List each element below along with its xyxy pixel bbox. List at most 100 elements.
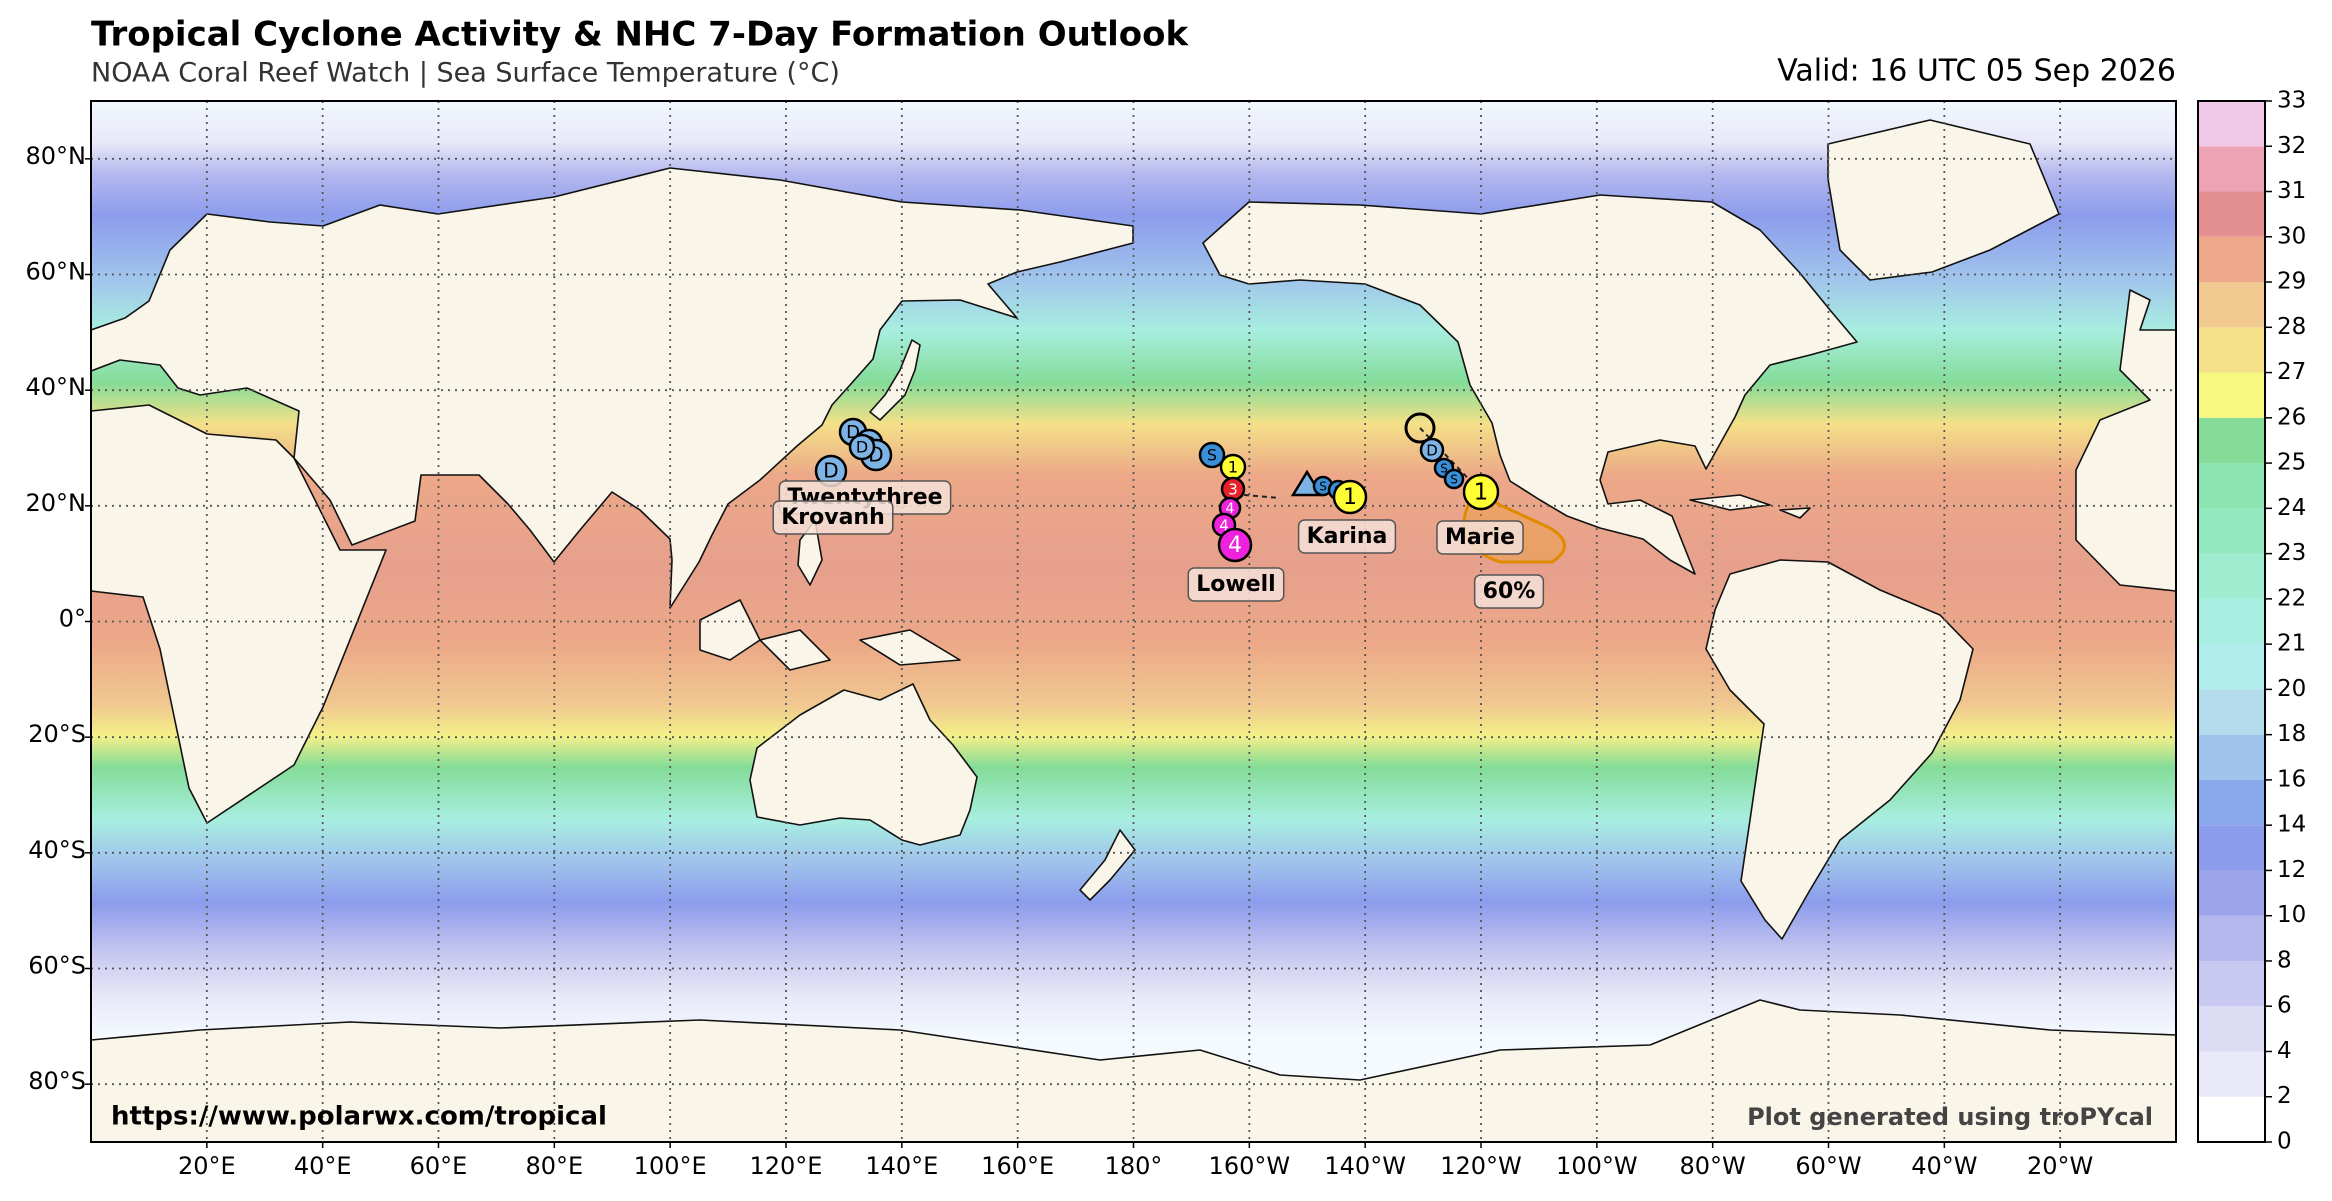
colorbar-label: 25 bbox=[2277, 450, 2306, 476]
storm-marker-label: D bbox=[823, 459, 838, 483]
storm-name: Krovanh bbox=[781, 505, 885, 530]
australia bbox=[749, 683, 978, 846]
storm-name-box bbox=[1436, 520, 1524, 555]
storm-marker-label: 4 bbox=[1219, 517, 1229, 535]
lon-label: 80°W bbox=[1680, 1152, 1746, 1180]
colorbar-bin bbox=[2198, 734, 2265, 780]
lon-label: 100°W bbox=[1556, 1152, 1638, 1180]
storm-marker-label: 1 bbox=[1474, 480, 1489, 506]
colorbar-bin bbox=[2198, 825, 2265, 871]
storm-marker-label: D bbox=[856, 438, 868, 457]
storm-marker bbox=[1419, 437, 1445, 463]
storm-open-circle bbox=[1404, 412, 1436, 444]
colorbar-bin bbox=[2198, 915, 2265, 961]
storm-name-box bbox=[1187, 567, 1285, 602]
lon-label: 60°W bbox=[1795, 1152, 1861, 1180]
philippines-indonesia bbox=[699, 519, 961, 671]
storm-name-box bbox=[1297, 519, 1397, 554]
storm-marker-label: S bbox=[1440, 462, 1448, 476]
colorbar-bin bbox=[2198, 779, 2265, 826]
lon-label: 60°E bbox=[410, 1152, 468, 1180]
colorbar-label: 32 bbox=[2277, 133, 2306, 159]
colorbar-bin bbox=[2198, 372, 2265, 418]
valid-time: Valid: 16 UTC 05 Sep 2026 bbox=[1777, 54, 2176, 89]
colorbar-bin bbox=[2198, 101, 2265, 147]
lat-label: 40°N bbox=[26, 373, 87, 401]
colorbar-label: 29 bbox=[2277, 269, 2306, 295]
lat-label: 80°N bbox=[26, 142, 87, 170]
colorbar-label: 12 bbox=[2277, 857, 2306, 883]
colorbar-label: 10 bbox=[2277, 902, 2306, 928]
south-america bbox=[1705, 559, 1974, 940]
lat-label: 80°S bbox=[28, 1067, 86, 1095]
storm-marker bbox=[848, 433, 876, 461]
graticule bbox=[91, 101, 2176, 1142]
colorbar-label: 22 bbox=[2277, 585, 2306, 611]
colorbar-label: 24 bbox=[2277, 495, 2306, 521]
storm-marker-label: S bbox=[1450, 473, 1458, 487]
lon-label: 180° bbox=[1105, 1152, 1163, 1180]
lat-label: 20°N bbox=[26, 489, 87, 517]
lon-label: 20°W bbox=[2027, 1152, 2093, 1180]
colorbar-bin bbox=[2198, 191, 2265, 237]
colorbar-label: 6 bbox=[2277, 993, 2292, 1019]
lon-label: 40°W bbox=[1911, 1152, 1977, 1180]
colorbar-label: 20 bbox=[2277, 676, 2306, 702]
colorbar-bin bbox=[2198, 870, 2265, 916]
colorbar-label: 0 bbox=[2277, 1129, 2292, 1155]
storm-marker bbox=[1443, 468, 1465, 490]
lon-label: 140°E bbox=[865, 1152, 938, 1180]
colorbar-bin bbox=[2198, 146, 2265, 192]
colorbar-label: 21 bbox=[2277, 631, 2306, 657]
colorbar-label: 2 bbox=[2277, 1083, 2292, 1109]
outlook-label-box bbox=[1473, 574, 1545, 609]
colorbar-bin bbox=[2198, 960, 2265, 1007]
colorbar-bin bbox=[2198, 644, 2265, 690]
colorbar-bin bbox=[2198, 417, 2265, 464]
japan bbox=[869, 339, 921, 421]
colorbar-bin bbox=[2198, 553, 2265, 599]
lon-label: 100°E bbox=[634, 1152, 707, 1180]
map-axes: 20°E 40°E 60°E 80°E 100°E 120°E 140°E 160°E 180°… bbox=[26, 142, 2094, 1180]
antarctica bbox=[91, 999, 2176, 1142]
colorbar-label: 14 bbox=[2277, 812, 2306, 838]
lat-label: 20°S bbox=[28, 720, 86, 748]
colorbar-label: 27 bbox=[2277, 359, 2306, 385]
lat-label: 60°S bbox=[28, 952, 86, 980]
storm-name: Marie bbox=[1445, 525, 1515, 550]
colorbar-bin bbox=[2198, 508, 2265, 554]
colorbar-label: 8 bbox=[2277, 947, 2292, 973]
colorbar-label: 26 bbox=[2277, 404, 2306, 430]
colorbar-label: 18 bbox=[2277, 721, 2306, 747]
lon-label: 160°E bbox=[981, 1152, 1054, 1180]
colorbar-bin bbox=[2198, 1006, 2265, 1052]
colorbar-bin bbox=[2198, 282, 2265, 328]
storm-marker-label: 3 bbox=[1228, 481, 1238, 499]
storm-marker-label: S bbox=[1207, 446, 1217, 465]
lon-label: 160°W bbox=[1209, 1152, 1291, 1180]
colorbar: 0246810121416182021222324252627282930313… bbox=[2197, 88, 2306, 1155]
storm-marker-label: 1 bbox=[1343, 485, 1357, 510]
new-zealand bbox=[1079, 829, 1136, 901]
map-area: DDDDDS13444SS1DSS1TwentythreeKrovanhLowe… bbox=[91, 101, 2176, 1142]
outlook-label: 60% bbox=[1483, 579, 1536, 604]
credit: Plot generated using troPYcal bbox=[1747, 1103, 2153, 1131]
colorbar-bin bbox=[2198, 463, 2265, 509]
colorbar-bin bbox=[2198, 689, 2265, 735]
colorbar-bin bbox=[2198, 1096, 2265, 1142]
lon-label: 140°W bbox=[1324, 1152, 1406, 1180]
storm-marker-label: 1 bbox=[1228, 458, 1238, 477]
storm-marker bbox=[1332, 479, 1368, 515]
storm-name: Karina bbox=[1307, 524, 1388, 549]
west-europe-africa bbox=[2075, 289, 2176, 592]
storm-name: Lowell bbox=[1196, 572, 1275, 597]
colorbar-bin bbox=[2198, 236, 2265, 283]
lon-label: 20°E bbox=[178, 1152, 236, 1180]
subtitle: NOAA Coral Reef Watch | Sea Surface Temp… bbox=[91, 58, 840, 89]
north-america bbox=[1202, 194, 1858, 575]
colorbar-label: 4 bbox=[2277, 1038, 2292, 1064]
colorbar-label: 28 bbox=[2277, 314, 2306, 340]
lon-label: 120°W bbox=[1440, 1152, 1522, 1180]
colorbar-label: 23 bbox=[2277, 540, 2306, 566]
